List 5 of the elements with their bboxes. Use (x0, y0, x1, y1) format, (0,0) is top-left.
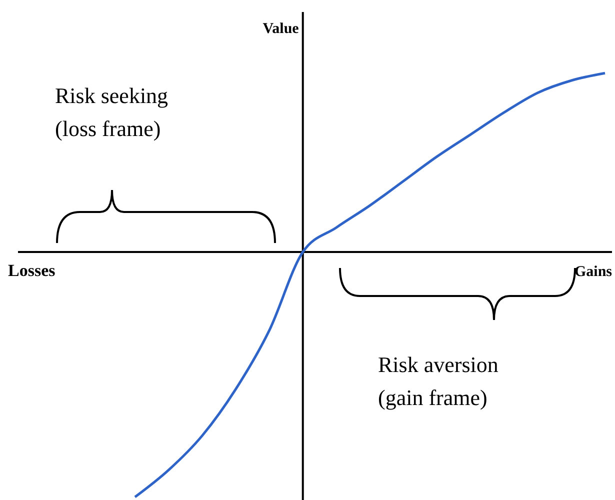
annotation: Risk seeking (loss frame) (55, 83, 168, 141)
text: Losses (8, 261, 56, 280)
y-axis-title: Value (262, 21, 300, 37)
annotation: Risk aversion (gain frame) (378, 352, 498, 410)
x-axis-title: Gains (574, 264, 612, 280)
